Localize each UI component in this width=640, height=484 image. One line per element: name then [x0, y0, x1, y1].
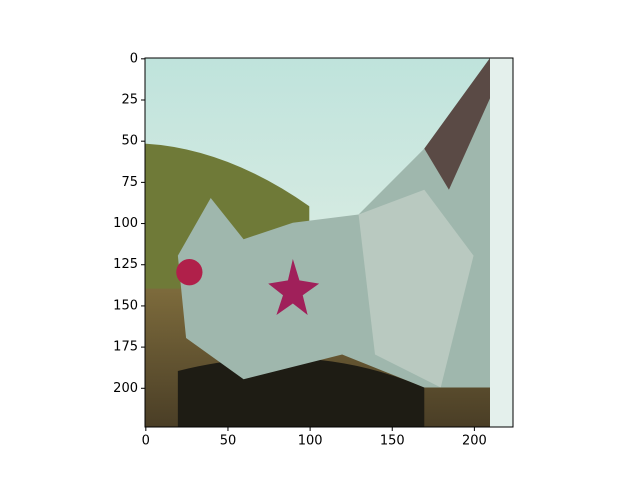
x-tick-label: 0: [142, 434, 150, 449]
y-tick-label: 175: [113, 340, 138, 355]
y-tick-label: 150: [113, 298, 138, 313]
y-tick-label: 0: [130, 51, 138, 66]
x-tick-label: 150: [380, 434, 405, 449]
y-tick-label: 75: [121, 175, 138, 190]
x-tick-label: 50: [220, 434, 237, 449]
y-tick-label: 200: [113, 381, 138, 396]
x-tick-label: 100: [298, 434, 323, 449]
axes-frame: [144, 57, 514, 428]
y-tick-label: 25: [121, 93, 138, 108]
y-tick-label: 125: [113, 257, 138, 272]
image: [145, 58, 513, 427]
y-tick-label: 100: [113, 216, 138, 231]
y-tick-label: 50: [121, 134, 138, 149]
x-tick-label: 200: [462, 434, 487, 449]
